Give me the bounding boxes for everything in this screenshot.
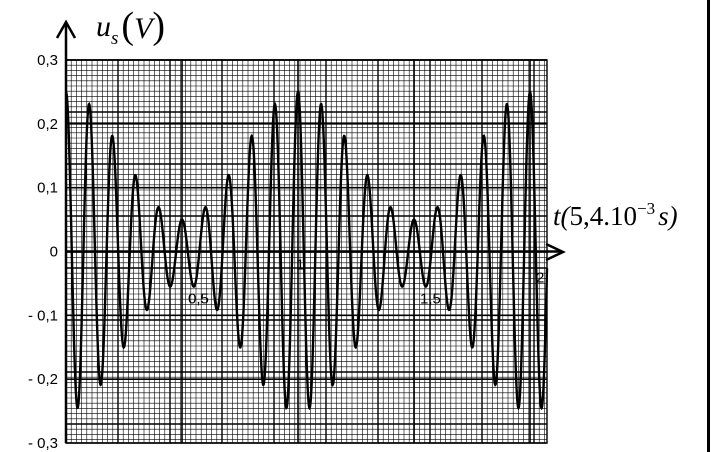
y-tick-labels: 0,3 0,2 0,1 0 - 0,1 - 0,2 - 0,3	[28, 52, 58, 452]
y-tick-label: 0,3	[37, 52, 58, 69]
y-tick-label: - 0,2	[28, 371, 58, 388]
x-tick-label: 0,5	[188, 291, 209, 308]
y-tick-label: - 0,3	[28, 435, 58, 452]
x-tick-label: 2	[536, 270, 544, 287]
x-tick-labels: 0,5 1 1,5 2	[188, 257, 544, 308]
y-tick-label: 0,1	[37, 180, 58, 197]
x-tick-label: 1,5	[420, 291, 441, 308]
x-axis-arrow	[545, 242, 566, 262]
x-axis-label: t(5,4.10−3 s)	[553, 199, 678, 231]
y-axis-arrow	[55, 19, 77, 39]
y-axis-label: us(V)	[96, 5, 165, 49]
y-tick-label: 0	[50, 244, 58, 261]
right-border	[707, 0, 710, 452]
series-line	[64, 89, 549, 411]
y-tick-label: 0,2	[37, 116, 58, 133]
y-tick-label: - 0,1	[28, 307, 58, 324]
x-tick-label: 1	[296, 257, 304, 274]
